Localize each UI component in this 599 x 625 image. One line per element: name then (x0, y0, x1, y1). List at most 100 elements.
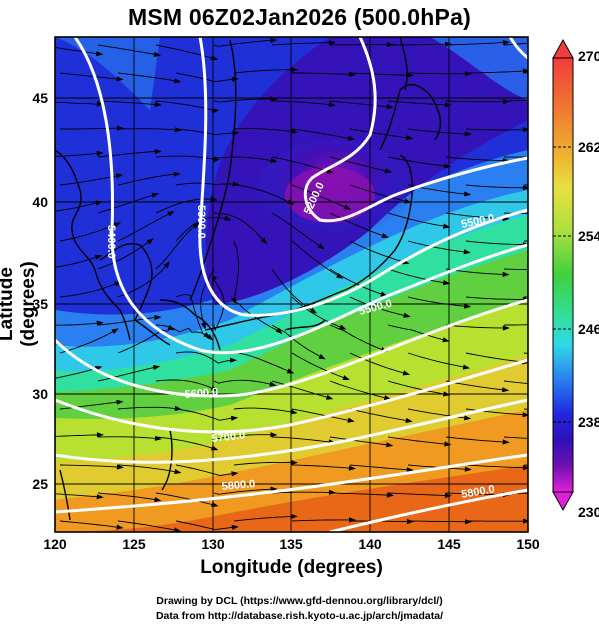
streamline (387, 380, 447, 395)
streamline (465, 464, 526, 469)
contour-label-5700: 5700.0 (211, 430, 246, 445)
streamline (213, 212, 265, 242)
streamline (349, 72, 411, 76)
streamline (97, 240, 151, 270)
wind-arrowhead (462, 364, 471, 370)
streamline (291, 408, 351, 422)
wind-arrowhead (381, 233, 389, 238)
colorbar-bottom-triangle (552, 491, 574, 512)
wind-arrowhead (154, 314, 162, 321)
streamline (329, 492, 391, 496)
wind-arrowhead (348, 465, 356, 471)
streamline (271, 212, 322, 248)
wind-arrowhead (232, 181, 240, 187)
wind-arrowhead (206, 334, 214, 341)
streamline (349, 408, 409, 422)
wind-arrowhead (502, 387, 510, 393)
colorbar-tick-246: 246 (578, 321, 599, 337)
wind-arrowhead (154, 497, 162, 503)
streamline (445, 324, 506, 329)
streamline (465, 70, 527, 74)
streamline (387, 268, 447, 284)
streamline (349, 464, 410, 471)
wind-arrowhead (174, 78, 182, 84)
streamline (465, 240, 526, 246)
streamline (271, 380, 330, 399)
streamline (291, 240, 341, 278)
streamline (213, 379, 273, 386)
wind-arrowhead (174, 405, 182, 411)
wind-arrowhead (270, 432, 278, 438)
x-tick-135: 135 (279, 536, 303, 552)
wind-arrowhead (502, 99, 510, 105)
contour-label-5600: 5600.0 (184, 386, 219, 401)
wind-arrowhead (200, 322, 206, 330)
streamline (329, 436, 390, 446)
wind-arrowhead (154, 435, 162, 441)
wind-arrowhead (231, 471, 239, 477)
wind-arrowhead (116, 464, 124, 470)
y-tick-25: 25 (32, 476, 48, 492)
streamline (55, 367, 99, 379)
wind-arrowhead (317, 243, 325, 250)
wind-arrowhead (442, 280, 451, 286)
streamline (117, 328, 172, 354)
streamline (388, 43, 449, 46)
wind-arrowhead (211, 108, 220, 114)
streamline (155, 379, 215, 390)
streamline (175, 351, 234, 364)
wind-arrowhead (464, 131, 472, 137)
plot-frame (54, 36, 529, 533)
wind-arrowhead (174, 127, 182, 133)
streamline (445, 100, 507, 103)
streamline (233, 352, 291, 373)
streamline (55, 434, 101, 437)
wind-arrowhead (347, 417, 355, 423)
streamline (465, 184, 526, 189)
streamline (465, 128, 527, 131)
wind-arrowhead (146, 238, 154, 245)
streamline (175, 464, 235, 476)
wind-arrowhead (442, 337, 450, 343)
wind-arrowhead (444, 492, 452, 499)
streamline (97, 436, 158, 440)
wind-arrowhead (116, 76, 124, 82)
wind-arrowhead (464, 191, 472, 197)
colorbar-top-triangle (552, 38, 574, 59)
streamline (117, 406, 178, 410)
streamline (55, 201, 100, 212)
streamline (155, 324, 211, 339)
streamline (59, 282, 119, 298)
wind-arrowhead (154, 101, 162, 107)
streamline (329, 100, 390, 108)
wind-arrowhead (348, 71, 356, 77)
streamline (407, 240, 467, 253)
streamline (387, 212, 447, 228)
wind-arrowhead (116, 524, 124, 530)
streamline (503, 99, 528, 102)
streamline (407, 520, 469, 523)
streamline (387, 492, 448, 497)
streamline (97, 100, 158, 106)
streamline (213, 488, 274, 495)
streamline (155, 492, 215, 506)
wind-arrowhead (384, 168, 393, 174)
contour-label-5400: 5400.0 (105, 225, 117, 259)
wind-arrowhead (163, 261, 170, 269)
wind-arrowhead (154, 149, 162, 155)
wind-arrowhead (336, 273, 344, 279)
streamline (503, 156, 528, 158)
streamline (59, 174, 120, 186)
wind-arrowhead (406, 72, 414, 78)
streamline (503, 268, 528, 270)
wind-arrowhead (96, 320, 104, 326)
wind-arrowhead (464, 415, 472, 421)
wind-arrowhead (406, 135, 414, 141)
y-axis-ticks: 25 30 35 40 45 (32, 90, 48, 492)
streamline (329, 380, 388, 399)
wind-arrowhead (581, 66, 588, 71)
streamline (504, 324, 528, 326)
wind-arrowhead (231, 524, 239, 530)
streamline (233, 461, 294, 466)
streamline (445, 41, 506, 46)
